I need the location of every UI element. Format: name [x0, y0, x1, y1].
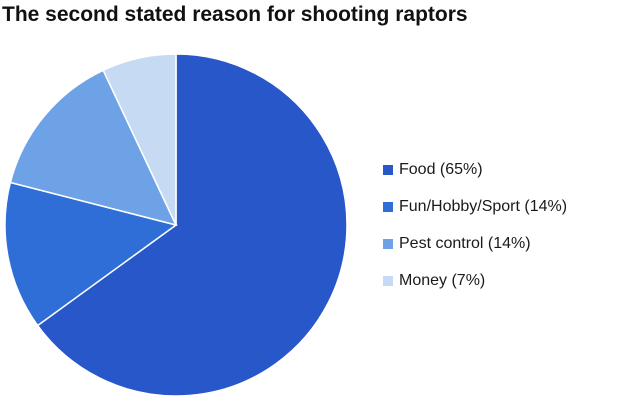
legend-label: Fun/Hobby/Sport (14%): [399, 198, 568, 215]
legend-swatch: [383, 276, 393, 286]
legend-item: Fun/Hobby/Sport (14%): [383, 194, 567, 220]
pie-slice-2: [4, 181, 178, 327]
legend-label: Food (65%): [399, 161, 483, 178]
legend-label: Pest control (14%): [399, 235, 531, 252]
pie-slice-1: [36, 53, 348, 397]
legend-swatch: [383, 239, 393, 249]
chart-title: The second stated reason for shooting ra…: [2, 3, 468, 26]
legend-label: Money (7%): [399, 272, 486, 289]
legend-swatch: [383, 202, 393, 212]
legend-item: Food (65%): [383, 157, 567, 183]
legend-swatch: [383, 165, 393, 175]
legend-item: Money (7%): [383, 268, 567, 294]
chart-legend: Food (65%) Fun/Hobby/Sport (14%) Pest cont…: [383, 157, 567, 305]
pie-slice-4: [102, 53, 177, 226]
legend-item: Pest control (14%): [383, 231, 567, 257]
pie-slice-3: [9, 69, 178, 227]
